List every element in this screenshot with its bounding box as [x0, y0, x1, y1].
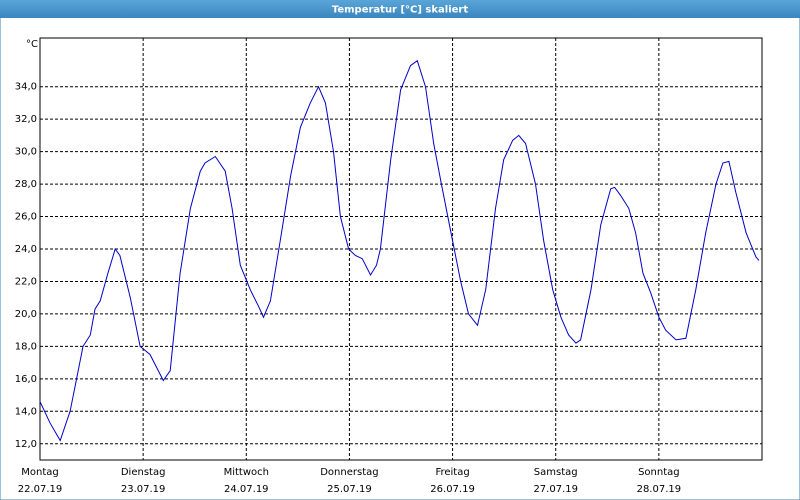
x-tick-date: 27.07.19	[533, 484, 578, 495]
y-tick-label: 24,0	[15, 244, 37, 255]
x-tick-label: Sonntag	[638, 467, 680, 478]
y-tick-label: 12,0	[15, 439, 37, 450]
temperature-line	[39, 59, 760, 442]
x-tick-label: Freitag	[435, 467, 469, 478]
y-tick-label: 28,0	[15, 179, 37, 190]
y-tick-label: 32,0	[15, 114, 37, 125]
x-tick-label: Donnerstag	[320, 467, 378, 478]
y-unit: °C	[26, 39, 38, 50]
y-tick-label: 14,0	[15, 406, 37, 417]
y-tick-label: 22,0	[15, 276, 37, 287]
x-tick-date: 28.07.19	[637, 484, 682, 495]
y-tick-label: 34,0	[15, 82, 37, 93]
x-tick-date: 26.07.19	[430, 484, 475, 495]
title-bar	[0, 0, 800, 18]
y-tick-label: 18,0	[15, 341, 37, 352]
chart-title: Temperatur [°C] skaliert	[332, 5, 469, 16]
x-tick-date: 23.07.19	[121, 484, 166, 495]
x-tick-label: Mittwoch	[224, 467, 269, 478]
y-tick-label: 26,0	[15, 212, 37, 223]
x-tick-label: Dienstag	[121, 467, 166, 478]
y-tick-label: 20,0	[15, 309, 37, 320]
x-tick-date: 24.07.19	[224, 484, 269, 495]
x-tick-date: 25.07.19	[327, 484, 372, 495]
y-tick-label: 16,0	[15, 374, 37, 385]
x-tick-label: Montag	[21, 467, 58, 478]
x-tick-label: Samstag	[534, 467, 578, 478]
x-tick-date: 22.07.19	[18, 484, 63, 495]
y-tick-label: 30,0	[15, 147, 37, 158]
